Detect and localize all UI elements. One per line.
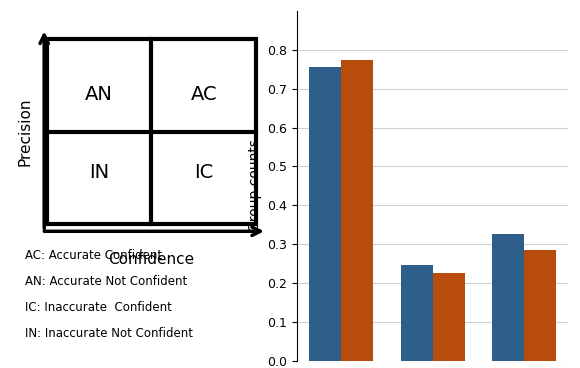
Text: IN: IN [89, 163, 109, 182]
Text: IN: Inaccurate Not Confident: IN: Inaccurate Not Confident [25, 328, 193, 340]
Bar [524, 250, 556, 361]
Bar [433, 273, 465, 361]
Text: AC: Accurate Confident: AC: Accurate Confident [25, 249, 162, 262]
Text: IC: Inaccurate  Confident: IC: Inaccurate Confident [25, 301, 172, 314]
Bar [401, 265, 433, 361]
Text: Confidence: Confidence [108, 252, 194, 267]
Y-axis label: Group counts: Group counts [248, 139, 262, 232]
Text: IC: IC [194, 163, 213, 182]
Text: AC: AC [190, 85, 217, 104]
Text: AN: AN [85, 85, 113, 104]
Bar [341, 60, 373, 361]
Text: Precision: Precision [17, 98, 32, 166]
Bar [492, 234, 524, 361]
Bar [47, 39, 256, 224]
Text: AN: Accurate Not Confident: AN: Accurate Not Confident [25, 275, 187, 288]
Bar [309, 67, 341, 361]
